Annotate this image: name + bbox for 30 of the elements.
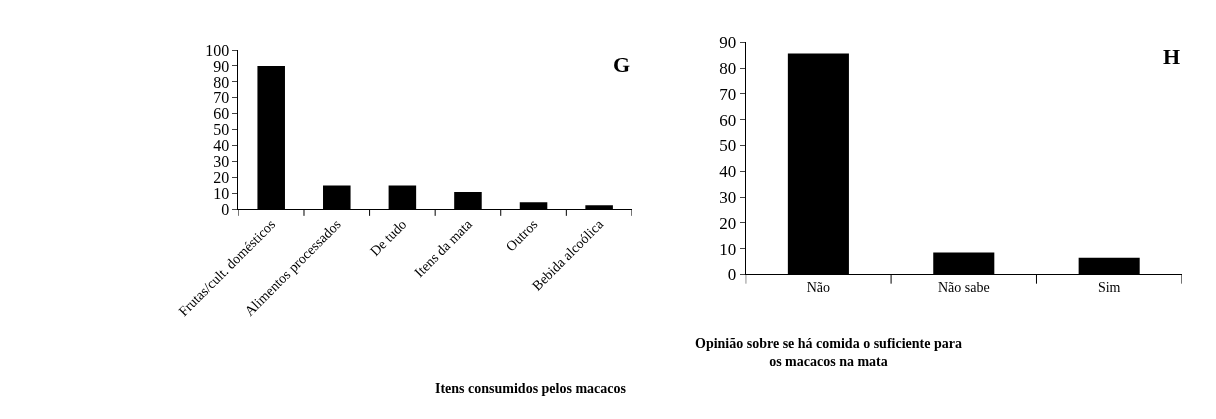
- annotation: G: [613, 52, 631, 77]
- y-tick-label: 70: [719, 84, 737, 104]
- x-tick-label: Sim: [1097, 280, 1121, 296]
- y-tick-label: 0: [221, 201, 230, 219]
- x-tick-label: Não sabe: [937, 280, 990, 296]
- x-axis-title: Itens consumidos pelos macacos: [435, 381, 627, 396]
- y-tick-label: 100: [205, 41, 230, 59]
- y-tick-label: 50: [213, 121, 230, 139]
- y-tick-label: 10: [719, 239, 737, 259]
- x-axis-title: Opinião sobre se há comida o suficiente para os macacos na mata: [695, 336, 962, 370]
- y-tick-label: 30: [213, 153, 230, 171]
- x-tick-label: De tudo: [367, 216, 410, 259]
- y-tick-label: 90: [213, 57, 230, 75]
- y-tick-label: 60: [719, 110, 737, 130]
- y-tick-label: 80: [213, 73, 230, 91]
- x-tick-label: Não: [806, 280, 831, 296]
- y-tick-label: 70: [213, 89, 230, 107]
- y-tick-label: 60: [213, 105, 230, 123]
- y-tick-label: 0: [727, 265, 737, 285]
- y-tick-label: 50: [719, 136, 737, 156]
- y-tick-label: 90: [719, 33, 737, 53]
- y-tick-label: 30: [719, 188, 737, 208]
- y-tick-label: 80: [719, 59, 737, 79]
- annotation: H: [1163, 44, 1181, 69]
- y-tick-label: 20: [213, 169, 230, 187]
- y-tick-label: 20: [719, 213, 737, 233]
- x-tick-label: Itens da mata: [411, 216, 476, 281]
- y-tick-label: 10: [213, 185, 230, 203]
- y-tick-label: 40: [213, 137, 230, 155]
- y-tick-label: 40: [719, 162, 737, 182]
